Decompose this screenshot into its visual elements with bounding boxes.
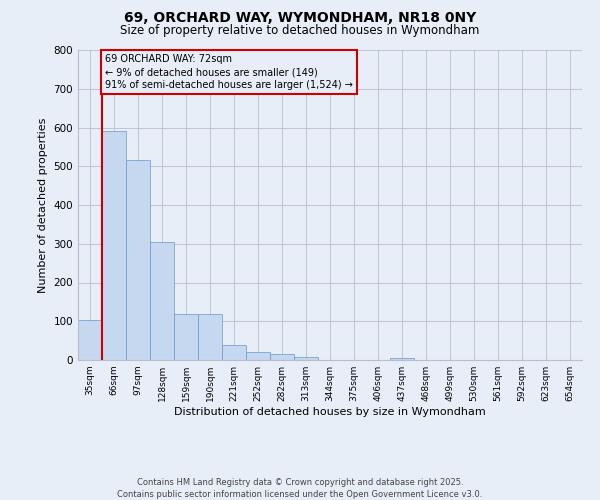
- Bar: [222, 346, 246, 360]
- Bar: [270, 354, 294, 360]
- Bar: [126, 160, 150, 360]
- Text: 69 ORCHARD WAY: 72sqm
← 9% of detached houses are smaller (149)
91% of semi-deta: 69 ORCHARD WAY: 72sqm ← 9% of detached h…: [105, 54, 353, 90]
- Bar: [246, 352, 270, 360]
- Text: 69, ORCHARD WAY, WYMONDHAM, NR18 0NY: 69, ORCHARD WAY, WYMONDHAM, NR18 0NY: [124, 11, 476, 25]
- Bar: [78, 320, 102, 360]
- Bar: [390, 358, 414, 360]
- Bar: [102, 132, 126, 360]
- Bar: [198, 314, 222, 360]
- Bar: [294, 357, 318, 360]
- Text: Size of property relative to detached houses in Wymondham: Size of property relative to detached ho…: [121, 24, 479, 37]
- Bar: [150, 242, 174, 360]
- Text: Contains HM Land Registry data © Crown copyright and database right 2025.
Contai: Contains HM Land Registry data © Crown c…: [118, 478, 482, 499]
- Y-axis label: Number of detached properties: Number of detached properties: [38, 118, 48, 292]
- X-axis label: Distribution of detached houses by size in Wymondham: Distribution of detached houses by size …: [174, 407, 486, 417]
- Bar: [174, 314, 198, 360]
